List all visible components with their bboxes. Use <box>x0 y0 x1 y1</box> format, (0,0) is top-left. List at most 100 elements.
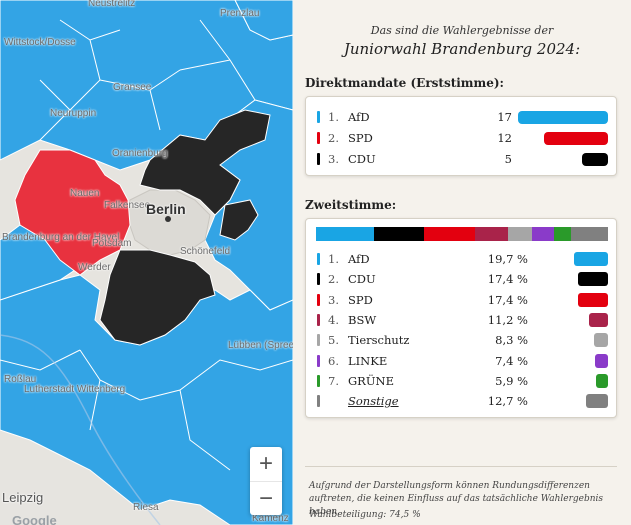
zweit-section-label: Zweitstimme: <box>305 198 397 212</box>
place-label: Oranienburg <box>112 148 168 159</box>
party-name: CDU <box>348 272 376 287</box>
rank-label: 3. <box>328 292 339 307</box>
place-label: Schönefeld <box>180 246 231 257</box>
intro-text: Das sind die Wahlergebnisse der <box>370 24 554 37</box>
rank-label: 7. <box>328 373 339 388</box>
zoom-control: + − <box>250 447 282 515</box>
zweit-stacked-bar <box>316 227 608 241</box>
rank-label: 2. <box>328 272 339 287</box>
vote-share-chip <box>589 312 608 327</box>
zoom-in-button[interactable]: + <box>258 450 273 477</box>
seat-bar <box>518 111 608 124</box>
map-canvas[interactable] <box>0 0 293 525</box>
party-color-mark <box>317 132 320 144</box>
stack-segment <box>553 227 571 241</box>
place-label: Falkensee <box>104 200 151 211</box>
place-label: Riesa <box>133 502 159 513</box>
party-name: CDU <box>348 152 376 166</box>
zoom-out-button[interactable]: − <box>250 481 282 515</box>
vote-share-chip <box>578 292 608 307</box>
stack-segment <box>373 227 425 241</box>
turnout: Wahlbeteiligung: 74,5 % <box>309 510 421 520</box>
divider <box>305 466 617 467</box>
place-label: Neustrelitz <box>88 0 136 9</box>
results-panel: Das sind die Wahlergebnisse der Juniorwa… <box>293 0 631 525</box>
place-label: Nauen <box>70 188 100 199</box>
direkt-card: 1. AfD 17 2. SPD 12 3. CDU 5 <box>305 96 617 176</box>
place-label: Lutherstadt Wittenberg <box>24 384 126 395</box>
party-color-mark <box>317 395 320 408</box>
rank-label: 5. <box>328 333 339 348</box>
rank-label: 3. <box>328 152 339 166</box>
vote-share-chip <box>586 394 608 409</box>
district-spd-west <box>14 149 131 276</box>
party-name: LINKE <box>348 353 388 368</box>
place-label: Gransee <box>113 82 152 93</box>
district-cdu-north <box>139 109 271 216</box>
vote-share: 19,7 % <box>487 252 528 266</box>
sonstige-link[interactable]: Sonstige <box>348 394 399 409</box>
rank-label: 1. <box>328 110 339 124</box>
place-label: Prenzlau <box>220 8 260 19</box>
party-color-mark <box>317 293 320 306</box>
place-label: Potsdam <box>92 238 132 249</box>
zweit-card: 1. AfD 19,7 % 2. CDU 17,4 % 3. SPD 17,4 % 4. BSW 11… <box>305 218 617 418</box>
seat-count: 17 <box>497 110 512 124</box>
vote-share: 8,3 % <box>495 333 528 348</box>
rank-label: 4. <box>328 312 339 327</box>
sonstige-row[interactable]: Sonstige 12,7 % <box>306 391 618 411</box>
party-name: SPD <box>348 131 373 145</box>
party-name: SPD <box>348 292 373 307</box>
vote-share: 7,4 % <box>495 353 528 368</box>
election-map[interactable]: Neustrelitz Prenzlau Wittstock/Dosse Gra… <box>0 0 293 525</box>
district-afd-northeast <box>234 0 293 41</box>
zweit-row: 5. Tierschutz 8,3 % <box>306 330 618 350</box>
vote-share-chip <box>578 272 608 287</box>
stack-segment <box>507 227 533 241</box>
party-name: AfD <box>348 110 370 124</box>
party-color-mark <box>317 111 320 123</box>
vote-share: 17,4 % <box>487 272 528 287</box>
party-name: AfD <box>348 252 370 266</box>
google-logo: Google <box>12 513 57 525</box>
seat-bar <box>544 132 608 145</box>
direkt-section-label: Direktmandate (Erststimme): <box>305 76 504 90</box>
party-color-mark <box>317 273 320 286</box>
seat-bar <box>582 153 608 166</box>
zweit-row: 4. BSW 11,2 % <box>306 310 618 330</box>
stack-segment <box>316 227 374 241</box>
results-title: Juniorwahl Brandenburg 2024: <box>343 40 581 58</box>
direkt-row: 3. CDU 5 <box>306 149 618 169</box>
district-cdu-east <box>219 199 259 241</box>
zweit-row: 3. SPD 17,4 % <box>306 290 618 310</box>
seat-count: 12 <box>497 131 512 145</box>
place-label-capital: Berlin <box>146 201 186 217</box>
place-label: Neuruppin <box>50 108 97 119</box>
place-label: Wittstock/Dosse <box>4 37 76 48</box>
rank-label: 6. <box>328 353 339 368</box>
party-color-mark <box>317 313 320 326</box>
party-color-mark <box>317 253 320 265</box>
district-cdu-south <box>99 249 216 346</box>
place-label: Lübben (Spreewald) <box>228 340 293 351</box>
rank-label: 2. <box>328 131 339 145</box>
rank-label: 1. <box>328 252 339 266</box>
zweit-row: 7. GRÜNE 5,9 % <box>306 371 618 391</box>
seat-count: 5 <box>504 152 512 166</box>
party-name: GRÜNE <box>348 373 394 388</box>
berlin-marker <box>165 216 171 222</box>
stack-segment <box>475 227 508 241</box>
zweit-row: 2. CDU 17,4 % <box>306 269 618 289</box>
stack-segment <box>424 227 476 241</box>
party-color-mark <box>317 334 320 347</box>
party-name: BSW <box>348 312 377 327</box>
place-label: Brandenburg an der Havel <box>2 232 120 243</box>
vote-share-chip <box>596 373 608 388</box>
party-color-mark <box>317 374 320 387</box>
place-label: Werder <box>78 262 111 273</box>
vote-share-chip <box>594 333 608 348</box>
vote-share: 11,2 % <box>487 312 528 327</box>
vote-share-chip <box>595 353 608 368</box>
vote-share: 17,4 % <box>487 292 528 307</box>
